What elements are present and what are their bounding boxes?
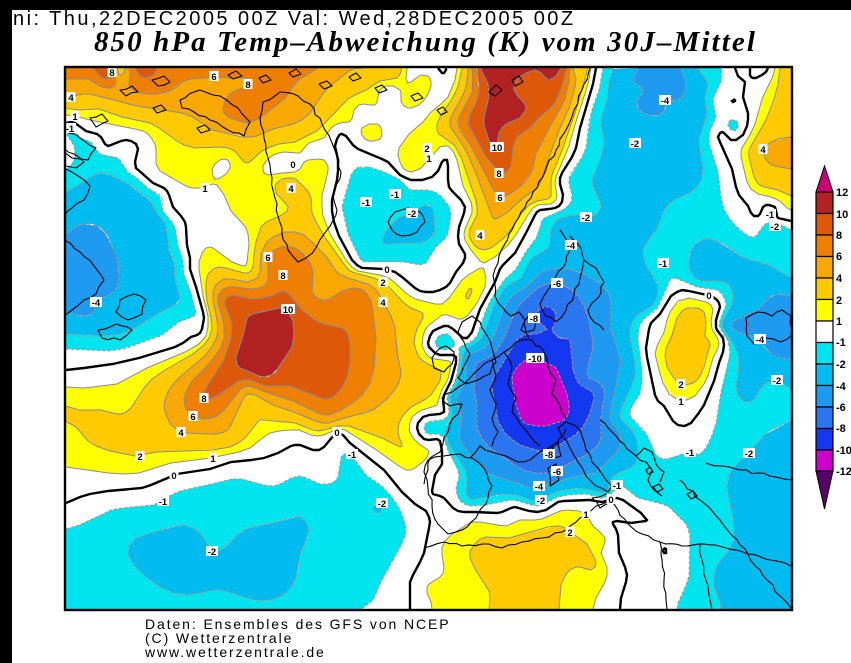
svg-text:-1: -1 (391, 190, 400, 201)
svg-text:4: 4 (68, 93, 74, 104)
svg-text:-2: -2 (582, 213, 590, 224)
svg-text:1: 1 (426, 154, 432, 165)
svg-text:8: 8 (836, 230, 842, 242)
svg-text:4: 4 (477, 231, 483, 242)
svg-text:4: 4 (380, 298, 386, 309)
svg-text:2: 2 (424, 144, 429, 155)
svg-text:1: 1 (72, 112, 78, 123)
svg-text:6: 6 (190, 412, 195, 423)
svg-text:0: 0 (171, 471, 176, 482)
svg-text:6: 6 (497, 193, 502, 204)
svg-text:6: 6 (265, 253, 270, 264)
svg-text:1: 1 (583, 510, 589, 521)
svg-text:-4: -4 (661, 96, 670, 107)
svg-text:-2: -2 (771, 222, 779, 233)
svg-text:4: 4 (288, 184, 294, 195)
svg-text:0: 0 (706, 291, 711, 302)
svg-text:10: 10 (283, 305, 294, 316)
svg-text:-12: -12 (836, 466, 851, 478)
svg-text:-1: -1 (686, 448, 695, 459)
svg-text:0: 0 (334, 428, 339, 439)
svg-text:10: 10 (492, 143, 503, 154)
svg-text:-2: -2 (836, 359, 846, 371)
svg-text:8: 8 (280, 271, 285, 282)
svg-text:-1: -1 (362, 198, 371, 209)
svg-text:-8: -8 (836, 423, 846, 435)
svg-text:4: 4 (836, 273, 843, 285)
svg-text:-2: -2 (208, 547, 216, 558)
svg-text:-10: -10 (528, 354, 542, 365)
svg-text:-1: -1 (836, 337, 846, 349)
svg-text:-10: -10 (836, 445, 851, 457)
svg-text:0: 0 (608, 495, 613, 506)
svg-text:-2: -2 (631, 139, 639, 150)
svg-text:-1: -1 (613, 481, 622, 492)
svg-text:4: 4 (760, 145, 766, 156)
svg-text:8: 8 (201, 394, 206, 405)
svg-text:-4: -4 (567, 241, 576, 252)
svg-text:8: 8 (496, 169, 501, 180)
svg-text:-1: -1 (348, 450, 357, 461)
svg-text:-6: -6 (836, 402, 846, 414)
svg-text:-6: -6 (553, 279, 561, 290)
svg-text:8: 8 (245, 80, 250, 91)
svg-text:-2: -2 (378, 499, 386, 510)
svg-text:6: 6 (836, 251, 842, 263)
svg-text:-1: -1 (66, 124, 75, 135)
svg-text:2: 2 (380, 278, 385, 289)
svg-text:-2: -2 (408, 209, 416, 220)
svg-text:0: 0 (290, 160, 295, 171)
svg-text:8: 8 (109, 68, 114, 79)
svg-text:-1: -1 (766, 210, 775, 221)
svg-text:-6: -6 (553, 467, 561, 478)
svg-text:-2: -2 (537, 496, 545, 507)
svg-text:1: 1 (202, 184, 208, 195)
svg-text:-2: -2 (745, 449, 753, 460)
svg-text:2: 2 (836, 295, 842, 307)
svg-text:2: 2 (137, 452, 142, 463)
svg-text:-2: -2 (773, 376, 781, 387)
svg-text:0: 0 (384, 265, 389, 276)
svg-text:-8: -8 (545, 450, 553, 461)
svg-text:4: 4 (178, 428, 184, 439)
svg-text:-4: -4 (92, 298, 101, 309)
svg-text:1: 1 (678, 397, 684, 408)
svg-text:-4: -4 (836, 381, 847, 393)
svg-text:-4: -4 (756, 335, 765, 346)
svg-text:-8: -8 (530, 314, 538, 325)
svg-text:1: 1 (210, 454, 216, 465)
svg-text:12: 12 (836, 187, 848, 199)
svg-text:6: 6 (211, 72, 216, 83)
svg-text:10: 10 (836, 209, 848, 221)
svg-text:-4: -4 (535, 482, 544, 493)
svg-text:-1: -1 (659, 259, 668, 270)
svg-text:2: 2 (567, 528, 572, 539)
svg-text:-1: -1 (159, 497, 168, 508)
svg-text:1: 1 (836, 316, 842, 328)
svg-text:2: 2 (678, 380, 683, 391)
